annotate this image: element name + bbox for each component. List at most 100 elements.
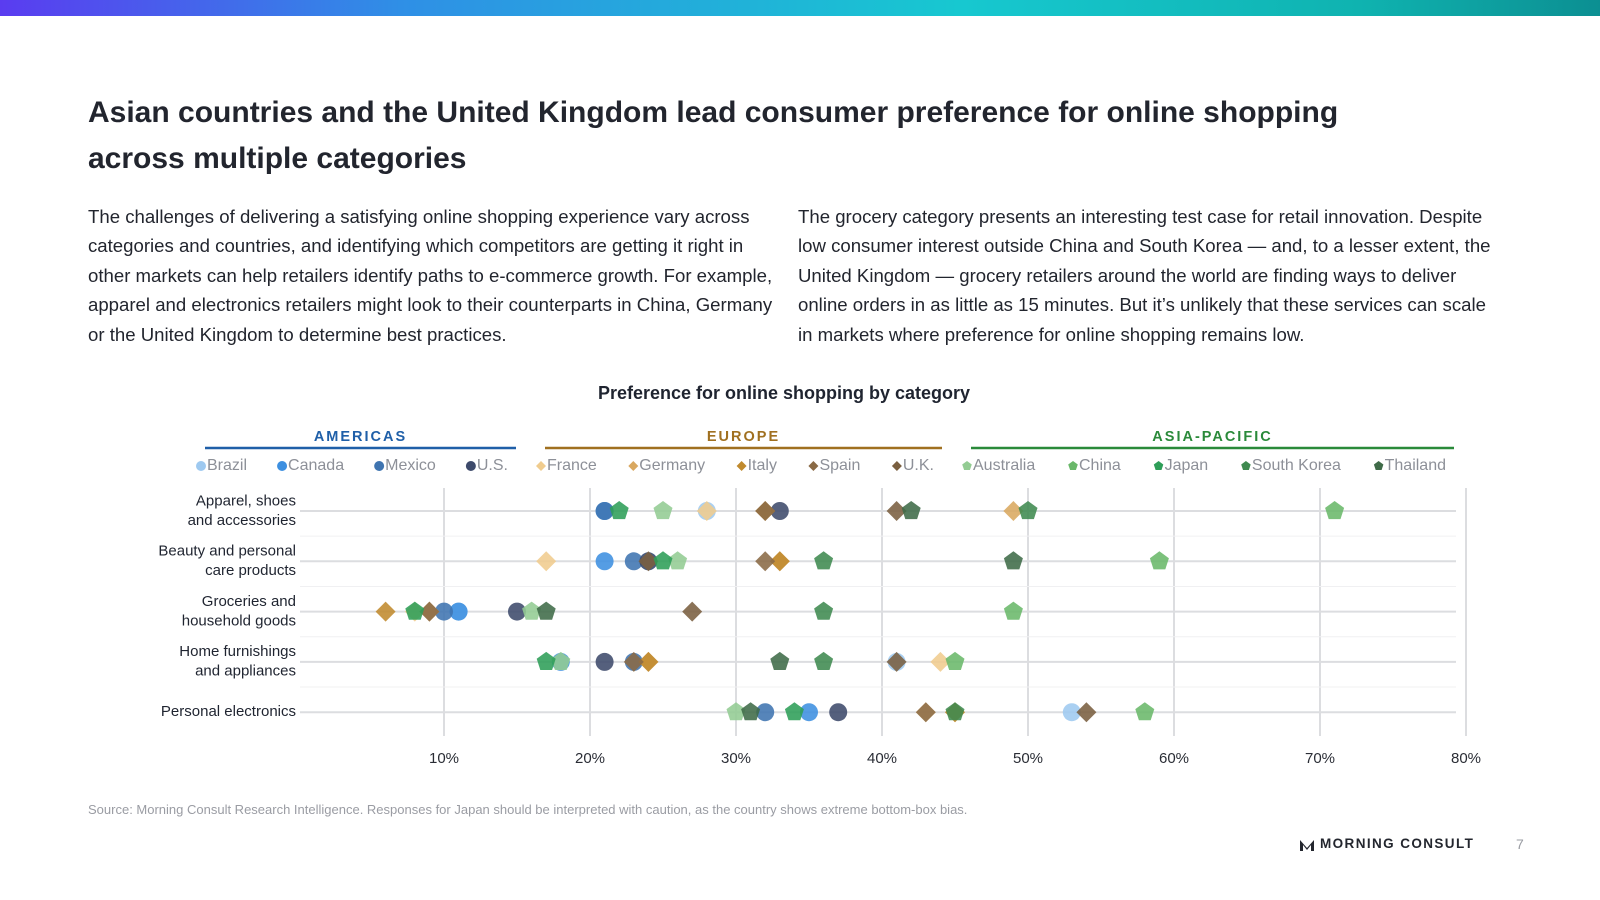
data-point — [1076, 702, 1097, 723]
data-point — [1003, 501, 1024, 521]
data-point — [624, 552, 643, 571]
data-point — [1135, 702, 1155, 721]
data-point — [814, 551, 834, 570]
data-point — [682, 601, 703, 622]
data-point — [769, 551, 790, 572]
legend-marker — [1373, 461, 1384, 470]
data-point — [1003, 601, 1023, 620]
legend-label: Canada — [288, 457, 344, 474]
data-point — [770, 651, 790, 670]
data-point — [508, 602, 526, 621]
data-point — [800, 703, 818, 722]
data-point — [595, 652, 614, 671]
data-point — [930, 651, 951, 672]
legend-marker — [277, 461, 288, 471]
legend-label: Thailand — [1385, 457, 1446, 474]
x-tick-label: 70% — [1305, 750, 1335, 767]
row-label: Groceries and household goods — [182, 593, 296, 630]
data-point — [915, 702, 936, 723]
legend-label: South Korea — [1252, 457, 1341, 474]
data-point — [522, 601, 542, 620]
row-label: Personal electronics — [161, 703, 296, 720]
legend-label: U.K. — [903, 457, 934, 474]
data-point — [419, 601, 440, 622]
data-point — [1018, 501, 1038, 520]
logo-icon — [1300, 840, 1314, 851]
legend-label: Brazil — [207, 457, 247, 474]
paragraph: The challenges of delivering a satisfyin… — [88, 206, 773, 345]
data-point — [1062, 703, 1081, 722]
data-point — [375, 601, 396, 622]
data-point — [726, 702, 746, 721]
data-point — [945, 651, 965, 670]
paragraph: The grocery category presents an interes… — [798, 206, 1491, 345]
data-point — [668, 551, 688, 570]
brand: MORNING CONSULT — [1320, 836, 1475, 851]
legend-marker — [1241, 461, 1251, 470]
data-point — [886, 651, 907, 672]
legend-group-title: AMERICAS — [314, 429, 407, 445]
data-point — [886, 501, 907, 521]
row-label-line: Groceries and — [202, 593, 296, 610]
data-point — [814, 601, 834, 620]
legend-group-title: EUROPE — [707, 429, 780, 445]
legend-marker — [891, 461, 902, 471]
legend-marker — [736, 461, 747, 471]
legend-label: Australia — [973, 457, 1035, 474]
data-point — [755, 551, 776, 572]
data-point — [623, 651, 644, 672]
legend-label: Mexico — [385, 457, 436, 474]
data-point — [551, 651, 571, 670]
legend-marker — [1153, 461, 1164, 470]
data-point — [536, 651, 556, 670]
row-label-line: and appliances — [195, 663, 296, 680]
x-tick-label: 80% — [1451, 750, 1481, 767]
source-note: Source: Morning Consult Research Intelli… — [88, 802, 968, 817]
data-point — [638, 551, 659, 572]
row-label-line: and accessories — [188, 512, 296, 529]
x-tick-label: 20% — [575, 750, 605, 767]
legend-marker — [374, 461, 385, 471]
data-point — [405, 601, 425, 620]
data-point — [1149, 551, 1169, 570]
chart-title: Preference for online shopping by catego… — [598, 383, 970, 403]
data-point — [770, 502, 789, 520]
data-point — [449, 602, 468, 621]
row-label-line: household goods — [182, 612, 296, 629]
data-point — [595, 552, 614, 571]
data-point — [435, 602, 453, 621]
legend-marker — [465, 461, 476, 471]
x-tick-label: 50% — [1013, 750, 1043, 767]
data-point — [756, 703, 775, 722]
row-label: Apparel, shoes and accessories — [188, 492, 296, 529]
row-label-line: Beauty and personal — [158, 543, 296, 560]
row-label: Home furnishings and appliances — [179, 643, 296, 680]
page-number: 7 — [1516, 836, 1524, 852]
data-point — [945, 702, 965, 721]
legend-label: France — [547, 457, 597, 474]
data-point — [901, 501, 921, 520]
legend-marker — [808, 461, 819, 471]
top-bar — [0, 0, 1600, 16]
row-label: Beauty and personal care products — [158, 543, 296, 580]
legend-marker — [1068, 461, 1078, 470]
x-tick-label: 40% — [867, 750, 897, 767]
data-point — [696, 501, 717, 521]
legend-label: U.S. — [477, 457, 508, 474]
legend-label: China — [1079, 457, 1121, 474]
data-point — [653, 551, 673, 570]
legend-group-title: ASIA-PACIFIC — [1152, 429, 1272, 445]
row-label-line: Apparel, shoes — [196, 492, 296, 509]
data-point — [653, 501, 673, 520]
legend-marker — [628, 461, 639, 471]
data-point — [741, 702, 761, 721]
x-tick-label: 10% — [429, 750, 459, 767]
data-point — [536, 601, 556, 620]
legend-label: Germany — [639, 457, 705, 474]
row-label-line: Personal electronics — [161, 703, 296, 720]
data-point — [755, 501, 776, 521]
data-point — [536, 551, 557, 572]
legend-marker — [196, 461, 206, 471]
